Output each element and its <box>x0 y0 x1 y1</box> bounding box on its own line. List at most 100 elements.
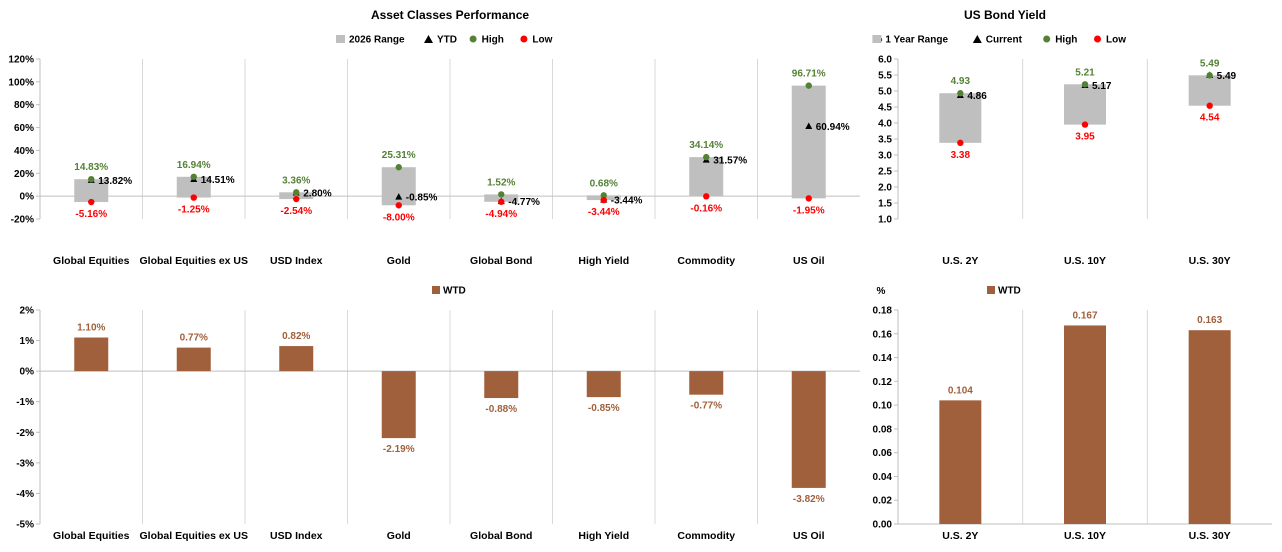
range-bar <box>176 176 211 198</box>
low-point <box>805 195 812 202</box>
high-point <box>498 191 505 198</box>
low-label: 3.95 <box>1075 132 1095 143</box>
current-label: 60.94% <box>816 122 850 133</box>
legend-label-1: Current <box>986 35 1023 46</box>
low-point <box>957 139 964 147</box>
category-label-0: Global Bond <box>470 255 532 267</box>
low-point <box>1081 121 1089 128</box>
legend-label-0: Low <box>532 35 552 46</box>
current-label: 14.51% <box>201 175 235 186</box>
y-tick-label-2: -2% <box>16 428 34 439</box>
high-label: 96.71% <box>792 69 826 80</box>
legend-swatch-low-1 <box>1094 35 1101 43</box>
range-bar <box>1064 84 1106 125</box>
y-tick-label-0: 20% <box>14 169 34 180</box>
legend-swatch-range-1 <box>872 35 882 43</box>
wtd-value-label: -3.82% <box>793 494 825 505</box>
legend-swatch-wtd-3 <box>987 286 995 294</box>
high-point <box>957 90 964 97</box>
y-axis-unit-3: % <box>877 286 886 297</box>
high-label: 14.83% <box>74 162 108 173</box>
category-label-2: US Oil <box>793 530 825 542</box>
low-point <box>703 193 710 200</box>
y-tick-label-3: 0.04 <box>873 472 893 483</box>
chart-title-0: Asset Classes Performance <box>371 8 529 22</box>
current-label: 2.80% <box>303 188 331 199</box>
y-tick-label-3: 0.10 <box>873 401 893 412</box>
legend-swatch-wtd-2 <box>432 286 440 294</box>
high-label: 34.14% <box>689 140 723 151</box>
high-label: 1.52% <box>487 177 515 188</box>
high-label: 5.21 <box>1075 67 1095 78</box>
y-tick-label-2: -4% <box>16 489 34 500</box>
category-label-0: Gold <box>387 255 411 267</box>
wtd-bar <box>586 371 621 398</box>
current-label: 13.82% <box>98 176 132 187</box>
y-tick-label-3: 0.06 <box>873 448 893 459</box>
current-label: -3.44% <box>611 196 643 207</box>
y-tick-label-1: 3.0 <box>878 151 892 162</box>
category-label-2: Global Equities <box>53 530 130 542</box>
low-label: -8.00% <box>383 212 415 223</box>
low-label: -3.44% <box>588 207 620 218</box>
chart-title-1: US Bond Yield <box>964 8 1046 22</box>
wtd-bar <box>1064 325 1106 524</box>
y-tick-label-3: 0.14 <box>873 353 893 364</box>
current-label: 5.17 <box>1092 81 1112 92</box>
y-tick-label-1: 6.0 <box>878 55 892 66</box>
high-label: 4.93 <box>951 76 971 87</box>
category-label-0: Global Equities <box>53 255 130 267</box>
low-label: -0.16% <box>690 203 722 214</box>
wtd-value-label: 0.104 <box>948 385 973 396</box>
wtd-value-label: -0.88% <box>485 404 517 415</box>
low-point <box>395 202 402 209</box>
category-label-2: Global Equities ex US <box>139 530 248 542</box>
low-label: 4.54 <box>1200 113 1220 124</box>
high-label: 5.49 <box>1200 58 1220 69</box>
category-label-0: US Oil <box>793 255 825 267</box>
y-tick-label-0: 0% <box>20 192 35 203</box>
y-tick-label-3: 0.16 <box>873 329 893 340</box>
wtd-value-label: 0.77% <box>180 333 208 344</box>
legend-label-3: WTD <box>998 286 1021 297</box>
current-label: -0.85% <box>406 193 438 204</box>
range-bar <box>939 93 982 143</box>
high-label: 0.68% <box>590 178 618 189</box>
wtd-value-label: 0.82% <box>282 331 310 342</box>
y-tick-label-0: -20% <box>11 215 34 226</box>
wtd-bar <box>791 371 826 488</box>
legend-label-1: Low <box>1106 35 1126 46</box>
range-bar <box>1188 75 1231 106</box>
current-label: 5.49 <box>1217 71 1237 82</box>
legend-swatch-range-0 <box>336 35 345 43</box>
current-label: 4.86 <box>967 91 987 102</box>
wtd-bar <box>279 346 314 372</box>
category-label-3: U.S. 30Y <box>1189 530 1231 542</box>
high-label: 25.31% <box>382 150 416 161</box>
low-point <box>1206 102 1213 109</box>
legend-swatch-marker-1 <box>972 35 982 43</box>
wtd-value-label: -2.19% <box>383 444 415 455</box>
high-point <box>395 164 402 171</box>
legend-swatch-marker-0 <box>424 35 433 43</box>
y-tick-label-3: 0.00 <box>873 520 893 531</box>
y-tick-label-1: 1.5 <box>878 199 892 210</box>
high-point <box>190 173 197 180</box>
category-label-2: Gold <box>387 530 411 542</box>
category-label-0: Global Equities ex US <box>139 255 248 267</box>
range-bar <box>689 157 724 197</box>
category-label-3: U.S. 10Y <box>1064 530 1106 542</box>
current-marker <box>805 122 813 129</box>
range-bar <box>279 192 314 200</box>
low-point <box>88 198 95 206</box>
y-tick-label-0: 100% <box>8 77 34 88</box>
y-tick-label-3: 0.12 <box>873 377 893 388</box>
legend-swatch-high-0 <box>469 35 477 43</box>
legend-label-0: High <box>482 35 504 46</box>
category-label-0: Commodity <box>677 255 735 267</box>
wtd-bar <box>381 371 416 439</box>
low-label: -5.16% <box>75 209 107 220</box>
high-label: 3.36% <box>282 175 310 186</box>
low-label: 3.38 <box>951 150 971 161</box>
